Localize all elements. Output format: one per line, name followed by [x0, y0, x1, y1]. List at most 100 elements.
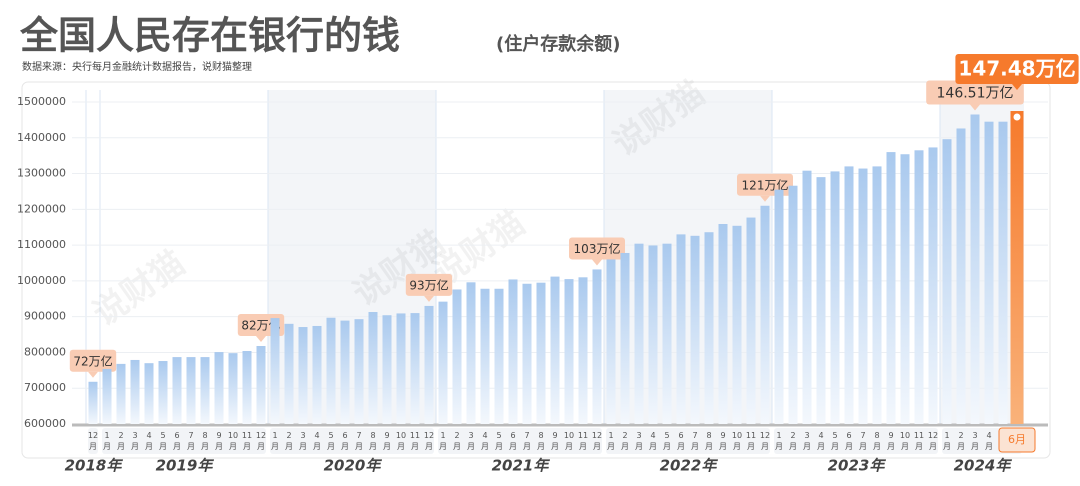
x-tick-label: 10 月 [396, 431, 406, 451]
bar [242, 351, 252, 424]
year-label: 2021年 [492, 457, 551, 475]
bar [676, 234, 686, 424]
value-label: 147.48万亿 [958, 57, 1075, 81]
x-tick-label: 11 月 [914, 431, 924, 451]
bar [410, 313, 420, 424]
y-tick-label: 600000 [24, 417, 66, 430]
bar [354, 319, 364, 424]
bar [816, 177, 826, 424]
bar [102, 368, 112, 424]
bar [942, 139, 952, 424]
x-label-band [270, 428, 434, 454]
value-label: 103万亿 [574, 241, 621, 256]
bar [830, 171, 840, 424]
bar [956, 128, 966, 424]
bar [746, 217, 756, 424]
bar [438, 301, 448, 424]
bar [200, 357, 210, 424]
bar [648, 245, 658, 424]
x-tick-label: 12 月 [592, 431, 602, 451]
x-tick-label: 11 月 [410, 431, 420, 451]
bar [228, 353, 238, 424]
bar [424, 305, 434, 424]
value-label-box [405, 273, 453, 296]
bar [130, 359, 140, 424]
x-tick-label: 12 月 [760, 431, 770, 451]
bar [1010, 111, 1024, 425]
bar [214, 352, 224, 424]
bar [396, 313, 406, 424]
x-tick-label: 12 月 [424, 431, 434, 451]
bar [690, 235, 700, 424]
x-tick-label: 12 月 [256, 431, 266, 451]
x-label-band [102, 428, 266, 454]
bar [872, 166, 882, 424]
bar [844, 166, 854, 424]
value-label-box [569, 237, 625, 260]
bar [984, 121, 994, 424]
year-label: 2024年 [954, 457, 1013, 475]
bar [158, 361, 168, 424]
x-tick-label: 10 月 [564, 431, 574, 451]
year-label: 2020年 [324, 457, 383, 475]
value-label-pointer [760, 195, 770, 202]
bar [732, 225, 742, 424]
y-tick-label: 1400000 [17, 131, 66, 144]
bar [718, 224, 728, 424]
value-label-pointer [424, 295, 434, 302]
value-label-pointer [592, 259, 602, 266]
x-label-highlight [998, 427, 1036, 453]
value-label-pointer [256, 336, 266, 343]
bar [116, 363, 126, 424]
y-tick-label: 1000000 [17, 274, 66, 287]
plot-frame [21, 81, 1051, 459]
bar [256, 346, 266, 424]
value-label: 93万亿 [409, 277, 448, 292]
y-tick-label: 1300000 [17, 167, 66, 180]
x-tick-label: 11 月 [242, 431, 252, 451]
year-shade [604, 90, 772, 424]
bar [998, 121, 1008, 424]
bar [606, 259, 616, 424]
bar [564, 279, 574, 424]
y-tick-label: 1200000 [17, 202, 66, 215]
bar [788, 185, 798, 424]
value-label-box [69, 349, 117, 372]
value-label-pointer [1012, 84, 1022, 90]
x-label-band [606, 428, 770, 454]
y-tick-label: 900000 [24, 310, 66, 323]
highlight-dot [1013, 113, 1021, 121]
bar [886, 152, 896, 425]
year-shade [940, 90, 1024, 424]
bar [172, 357, 182, 424]
value-label-box [955, 54, 1079, 84]
year-label: 2022年 [660, 457, 719, 475]
